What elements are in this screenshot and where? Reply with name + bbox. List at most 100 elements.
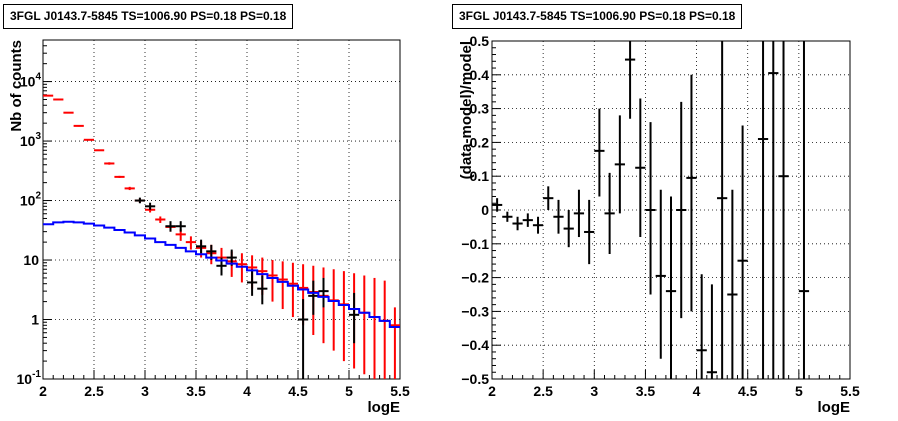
y-tick-label: 10 <box>23 252 39 268</box>
y-axis-title: (data-model)/model <box>458 41 475 179</box>
data-point <box>389 307 400 379</box>
data-point <box>665 196 677 379</box>
x-tick-label: 3.5 <box>186 383 206 399</box>
data-point <box>655 189 666 359</box>
grid <box>42 40 401 380</box>
data-point <box>73 124 84 127</box>
data-point <box>185 236 196 250</box>
data-point <box>328 269 339 351</box>
y-tick-base: 10 <box>17 371 33 387</box>
y-tick-label: 0.3 <box>470 101 490 117</box>
data-point <box>277 261 288 310</box>
data-point <box>308 280 319 315</box>
y-ticks <box>492 40 501 380</box>
x-tick-label: 4.5 <box>738 383 758 399</box>
data-point <box>706 284 718 379</box>
y-tick-label: 10-1 <box>17 369 42 387</box>
data-point <box>114 175 125 178</box>
y-tick-label: 1 <box>31 312 39 328</box>
residual-chart: 2 2.5 3 3.5 4 4.5 5 5.5 −0.5 −0.4 −0.3 −0.2 −0.1 0 0.1… <box>458 33 860 416</box>
data-point <box>236 253 247 283</box>
data-point <box>104 162 115 165</box>
x-ticks <box>42 370 401 379</box>
x-tick-label: 4 <box>693 383 701 399</box>
y-tick-base: 10 <box>20 74 36 90</box>
y-ticks <box>43 39 52 380</box>
right-panel: 2 2.5 3 3.5 4 4.5 5 5.5 −0.5 −0.4 −0.3 −0.2 −0.1 0 0.1… <box>449 0 898 421</box>
y-tick-label: 0.4 <box>470 67 490 83</box>
series-2 <box>43 220 400 328</box>
plot-frame <box>42 39 401 380</box>
y-tick-exponent: 3 <box>35 131 41 142</box>
data-point <box>267 260 278 302</box>
data-point <box>63 111 74 114</box>
y-tick-base: 10 <box>20 193 36 209</box>
data-point <box>379 280 390 379</box>
data-point <box>155 216 166 223</box>
data-point <box>563 210 574 248</box>
data-point <box>369 277 380 379</box>
data-point <box>83 138 94 141</box>
series-1 <box>134 197 360 379</box>
y-tick-label: 0.2 <box>470 134 490 150</box>
y-tick-exponent: -1 <box>32 369 41 380</box>
data-point <box>338 271 349 362</box>
data-point <box>573 189 585 238</box>
x-tick-label: 2 <box>488 383 496 399</box>
data-point <box>145 202 156 210</box>
y-tick-label: 0.1 <box>470 168 490 184</box>
data-point <box>196 239 207 254</box>
data-point <box>584 199 595 265</box>
data-point <box>594 108 605 197</box>
y-tick-exponent: 4 <box>35 72 41 83</box>
y-tick-label: −0.2 <box>461 270 489 286</box>
x-tick-label: 3 <box>590 383 598 399</box>
data-point <box>553 199 564 234</box>
x-tick-label: 5 <box>345 383 353 399</box>
chart-title-left: 3FGL J0143.7-5845 TS=1006.90 PS=0.18 PS=… <box>3 4 294 29</box>
x-tick-label: 3 <box>141 383 149 399</box>
x-tick-label: 3.5 <box>636 383 656 399</box>
data-point <box>757 41 769 379</box>
data-point <box>349 292 360 344</box>
data-point <box>43 94 54 97</box>
data-point <box>543 186 554 210</box>
data-point <box>604 172 615 254</box>
data-point <box>696 274 707 379</box>
y-tick-label: −0.3 <box>461 303 489 319</box>
data-point <box>94 149 105 152</box>
data-point <box>53 98 64 101</box>
data-point <box>522 213 533 227</box>
y-tick-label: 102 <box>20 191 42 209</box>
y-axis-title: Nb of counts <box>8 40 25 132</box>
data-point <box>165 221 176 232</box>
x-axis-title: logE <box>818 399 851 416</box>
data-point <box>778 41 789 379</box>
x-ticks <box>491 370 851 379</box>
x-tick-label: 5.5 <box>390 383 410 399</box>
y-tick-label: 103 <box>20 131 42 149</box>
data-point <box>645 122 656 295</box>
data-point <box>124 186 135 191</box>
data-point <box>247 269 258 296</box>
series-0 <box>492 41 810 379</box>
x-tick-label: 2 <box>39 383 47 399</box>
data-point <box>614 115 625 214</box>
data-point <box>257 275 268 305</box>
data-point <box>624 41 636 119</box>
data-point <box>737 125 748 379</box>
data-point <box>175 221 186 232</box>
data-point <box>798 41 810 379</box>
data-point <box>512 216 523 231</box>
data-point <box>318 277 329 308</box>
y-tick-label: −0.1 <box>461 236 489 252</box>
data-point <box>298 299 309 379</box>
left-panel: 2 2.5 3 3.5 4 4.5 5 5.5 10-1 1 10 102 103 104 logE Nb o… <box>3 4 410 416</box>
data-point <box>635 98 646 238</box>
y-tick-label: 104 <box>20 72 42 90</box>
data-point <box>676 101 687 319</box>
x-tick-label: 2.5 <box>84 383 104 399</box>
data-point <box>134 197 145 204</box>
x-tick-label: 4.5 <box>288 383 308 399</box>
